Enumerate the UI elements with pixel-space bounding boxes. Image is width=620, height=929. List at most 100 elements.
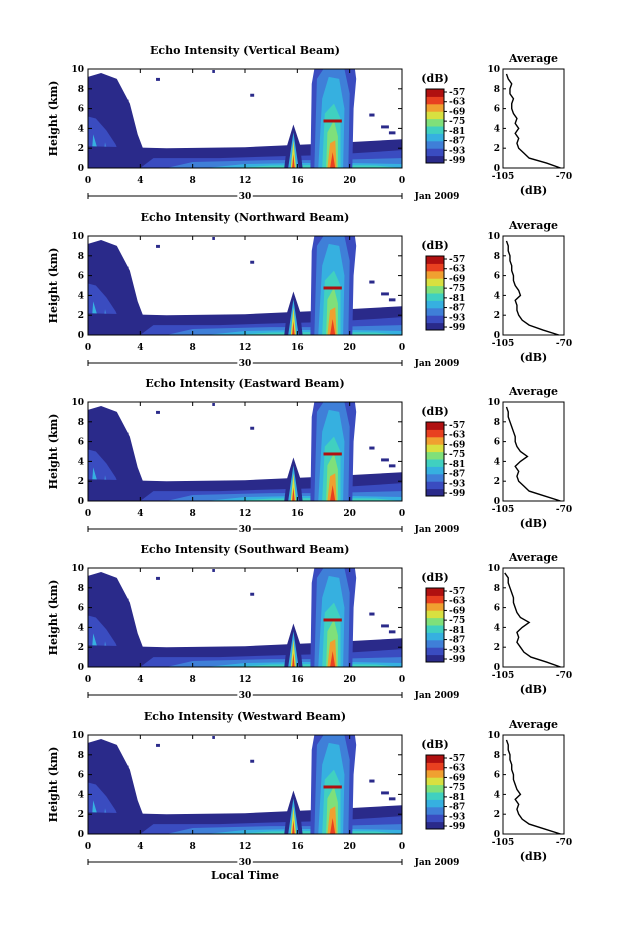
profile-y-tick-label: 4	[494, 623, 500, 633]
colorbar-label: -87	[449, 636, 465, 646]
colorbar-swatch	[426, 755, 444, 763]
colorbar-frame	[425, 88, 445, 164]
profile-line	[505, 240, 559, 336]
echo-patch	[250, 93, 255, 97]
y-tick-label: 6	[78, 272, 84, 282]
profile-title: Average	[508, 219, 558, 232]
colorbar-label: -57	[449, 255, 465, 265]
colorbar-label: -99	[449, 156, 465, 166]
colorbar-swatch	[426, 769, 444, 778]
x-tick-label: 20	[343, 842, 356, 852]
echo-patch	[124, 99, 129, 104]
x-tick-label: 16	[291, 842, 304, 852]
echo-patch	[156, 743, 160, 747]
day-label: 30	[239, 858, 252, 868]
melting-layer-band	[323, 618, 342, 622]
colorbar-swatch	[426, 148, 444, 157]
colorbar-label: -69	[449, 107, 465, 117]
date-label: Jan 2009	[414, 192, 460, 202]
colorbar-swatch	[426, 647, 444, 656]
profile-y-tick-label: 2	[494, 311, 500, 321]
echo-patch	[388, 131, 396, 135]
echo-patch	[250, 426, 255, 430]
echo-patch	[381, 624, 389, 628]
profile-y-tick-label: 8	[494, 418, 500, 428]
colorbar-swatch	[426, 285, 444, 294]
profile-y-tick-label: 2	[494, 810, 500, 820]
y-axis-label: Height (km)	[47, 414, 60, 490]
colorbar: (dB)-57-63-69-75-81-87-93-99	[421, 239, 465, 333]
x-tick-label: 12	[239, 675, 252, 685]
y-tick-label: 0	[78, 164, 84, 174]
colorbar-swatch	[426, 278, 444, 287]
panel-title: Echo Intensity (Eastward Beam)	[145, 377, 344, 390]
echo-heatmap	[88, 735, 403, 834]
colorbar-label: -99	[449, 822, 465, 832]
profile-x-axis-label: (dB)	[520, 683, 547, 696]
echo-patch	[212, 568, 215, 572]
y-tick-label: 2	[78, 810, 84, 820]
y-tick-label: 2	[78, 643, 84, 653]
x-tick-label: 20	[343, 343, 356, 353]
y-tick-label: 8	[78, 252, 84, 262]
colorbar-label: -75	[449, 450, 465, 460]
y-tick-label: 10	[71, 564, 84, 574]
colorbar-label: -69	[449, 773, 465, 783]
colorbar-swatch	[426, 602, 444, 611]
colorbar-frame	[425, 754, 445, 830]
colorbar-swatch	[426, 263, 444, 272]
profile-x-axis-label: (dB)	[520, 351, 547, 364]
x-axis-label: Local Time	[211, 869, 279, 882]
colorbar-unit: (dB)	[421, 239, 448, 252]
date-label: Jan 2009	[414, 525, 460, 535]
profile-y-tick-label: 10	[487, 398, 500, 408]
colorbar-swatch	[426, 654, 444, 663]
profile-frame	[502, 567, 565, 668]
profile-x-tick-label: -70	[556, 339, 572, 349]
colorbar: (dB)-57-63-69-75-81-87-93-99	[421, 72, 465, 166]
y-tick-label: 6	[78, 105, 84, 115]
colorbar-swatch	[426, 444, 444, 453]
x-tick-label: 0	[85, 176, 91, 186]
profile-y-tick-label: 10	[487, 564, 500, 574]
x-tick-label: 8	[190, 176, 196, 186]
profile-y-tick-label: 0	[494, 331, 500, 341]
profile-y-tick-label: 2	[494, 643, 500, 653]
colorbar-swatch	[426, 111, 444, 120]
average-profile: Average 0 2 4 6 8 10 -105 -70 (dB)	[487, 52, 572, 197]
colorbar-swatch	[426, 118, 444, 127]
colorbar-label: -87	[449, 304, 465, 314]
colorbar-label: -69	[449, 274, 465, 284]
echo-patch	[388, 298, 396, 302]
melting-layer-band	[323, 119, 342, 123]
profile-frame	[502, 235, 565, 336]
echo-heatmap	[88, 236, 403, 335]
x-tick-label: 0	[399, 343, 405, 353]
y-tick-label: 0	[78, 830, 84, 840]
y-axis-label: Height (km)	[47, 248, 60, 324]
x-tick-label: 0	[85, 343, 91, 353]
profile-frame	[502, 734, 565, 835]
average-profile: Average 0 2 4 6 8 10 -105 -70 (dB)	[487, 385, 572, 530]
shower-echo-core	[292, 154, 295, 168]
colorbar-label: -81	[449, 127, 465, 137]
colorbar-swatch	[426, 488, 444, 497]
date-label: Jan 2009	[414, 858, 460, 868]
profile-x-tick-label: -105	[492, 339, 515, 349]
colorbar-swatch	[426, 632, 444, 641]
panel-2: Echo Intensity (Northward Beam) 0 2 4 6 8 10 He…	[47, 211, 572, 371]
profile-y-tick-label: 8	[494, 751, 500, 761]
colorbar-swatch	[426, 814, 444, 823]
profile-y-tick-label: 6	[494, 105, 500, 115]
colorbar-label: -81	[449, 626, 465, 636]
x-tick-label: 12	[239, 842, 252, 852]
colorbar-label: -69	[449, 606, 465, 616]
colorbar-label: -63	[449, 431, 465, 441]
colorbar-label: -99	[449, 655, 465, 665]
y-tick-label: 4	[78, 124, 84, 134]
melting-layer-band	[323, 286, 342, 290]
colorbar-label: -81	[449, 793, 465, 803]
profile-y-tick-label: 2	[494, 477, 500, 487]
profile-y-tick-label: 4	[494, 457, 500, 467]
